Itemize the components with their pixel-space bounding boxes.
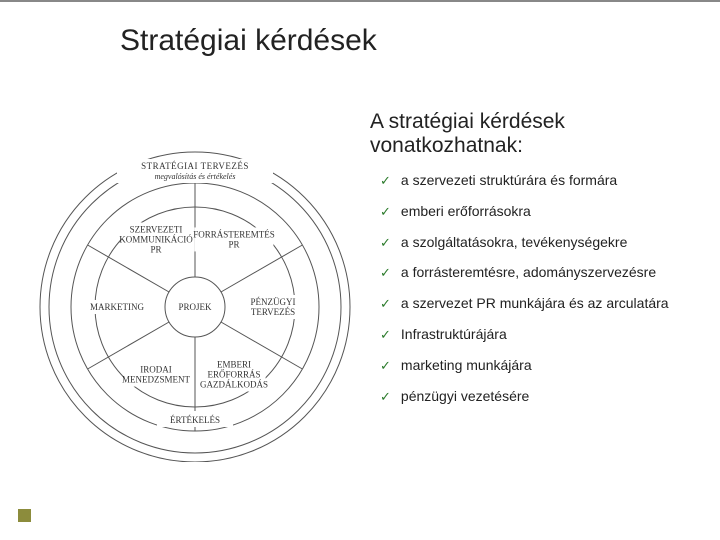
check-icon: ✓ [380,389,391,405]
svg-text:STRATÉGIAI TERVEZÉS: STRATÉGIAI TERVEZÉS [141,161,249,171]
bullet-text: a szolgáltatásokra, tevékenységekre [401,234,700,251]
bullet-item: ✓ a szolgáltatásokra, tevékenységekre [380,234,700,251]
subtitle: A stratégiai kérdések vonatkozhatnak: [370,110,700,158]
svg-text:MENEDZSMENT: MENEDZSMENT [122,375,190,385]
svg-text:EMBERI: EMBERI [217,360,251,370]
bullet-item: ✓ marketing munkájára [380,357,700,374]
check-icon: ✓ [380,235,391,251]
bullet-text: a szervezet PR munkájára és az arculatár… [401,295,700,312]
bullet-text: emberi erőforrásokra [401,203,700,220]
bullet-text: pénzügyi vezetésére [401,388,700,405]
bullet-item: ✓ a szervezet PR munkájára és az arculatá… [380,295,700,312]
bullet-item: ✓ a szervezeti struktúrára és formára [380,172,700,189]
check-icon: ✓ [380,204,391,220]
svg-text:KOMMUNIKÁCIÓ: KOMMUNIKÁCIÓ [119,234,193,244]
wheel-diagram: STRATÉGIAI TERVEZÉSmegvalósítás és érték… [30,132,360,462]
bullet-item: ✓ Infrastruktúrájára [380,326,700,343]
bullet-list: ✓ a szervezeti struktúrára és formára ✓ emb… [380,172,700,418]
check-icon: ✓ [380,327,391,343]
svg-text:TERVEZÉS: TERVEZÉS [251,307,295,317]
check-icon: ✓ [380,296,391,312]
bullet-item: ✓ emberi erőforrásokra [380,203,700,220]
bullet-item: ✓ pénzügyi vezetésére [380,388,700,405]
svg-text:PÉNZÜGYI: PÉNZÜGYI [251,297,296,307]
svg-text:SZERVEZETI: SZERVEZETI [130,224,183,234]
svg-text:IRODAI: IRODAI [140,365,172,375]
svg-text:PR: PR [228,239,239,249]
bullet-text: marketing munkájára [401,357,700,374]
check-icon: ✓ [380,358,391,374]
svg-text:GAZDÁLKODÁS: GAZDÁLKODÁS [200,380,268,390]
bullet-text: a forrásteremtésre, adományszervezésre [401,264,700,281]
check-icon: ✓ [380,173,391,189]
bullet-text: Infrastruktúrájára [401,326,700,343]
svg-text:FORRÁSTEREMTÉS: FORRÁSTEREMTÉS [193,229,275,239]
svg-text:MARKETING: MARKETING [90,302,144,312]
bullet-item: ✓ a forrásteremtésre, adományszervezésre [380,264,700,281]
bullet-text: a szervezeti struktúrára és formára [401,172,700,189]
svg-text:ÉRTÉKELÉS: ÉRTÉKELÉS [170,415,220,425]
svg-text:ERŐFORRÁS: ERŐFORRÁS [207,370,260,380]
check-icon: ✓ [380,265,391,281]
page-title: Stratégiai kérdések [120,24,377,58]
svg-text:PR: PR [150,244,161,254]
svg-text:megvalósítás és értékelés: megvalósítás és értékelés [155,172,236,181]
svg-text:PROJEK: PROJEK [178,302,212,312]
footer-accent-square [18,509,31,522]
